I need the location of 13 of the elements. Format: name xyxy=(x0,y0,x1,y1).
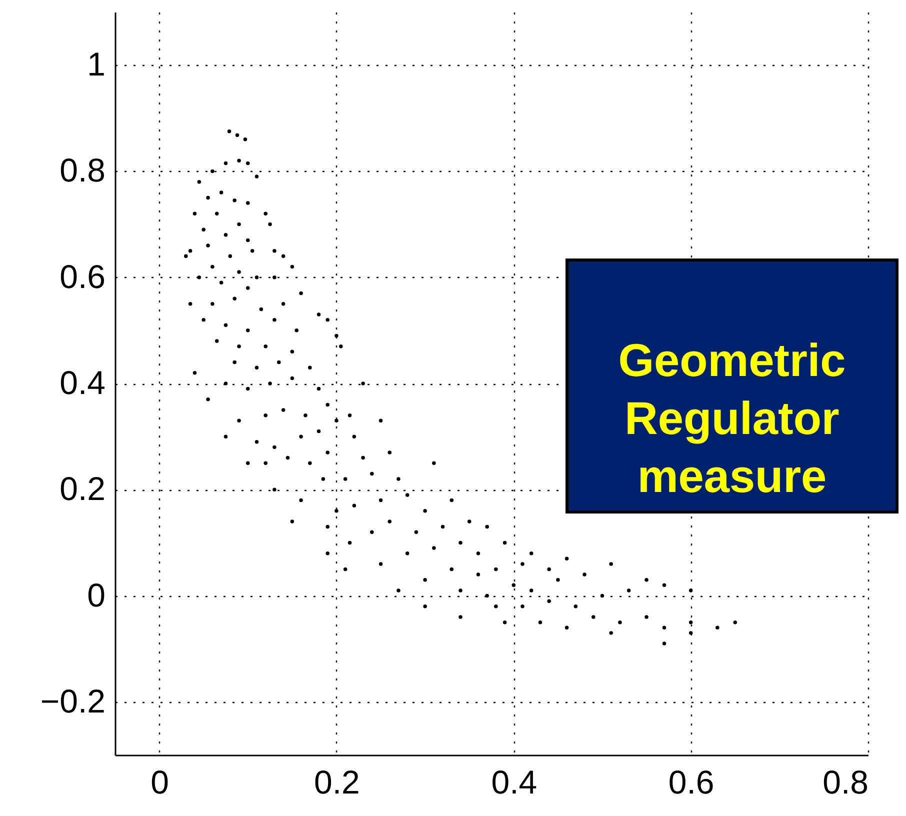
y-tick-label: 0.6 xyxy=(60,258,106,295)
x-tick-label: 0.2 xyxy=(314,764,360,800)
x-tick-label: 0.6 xyxy=(668,764,714,800)
y-tick-label: 0 xyxy=(87,576,106,614)
y-tick-label: 0.8 xyxy=(60,152,106,189)
y-tick-label: 0.4 xyxy=(60,364,106,401)
x-tick-label: 0.4 xyxy=(491,764,538,800)
y-tick-label: −0.2 xyxy=(40,682,106,720)
y-tick-label: 0.2 xyxy=(60,470,106,508)
x-tick-label: 0 xyxy=(150,764,169,800)
annotation: Geometric Regulator measure xyxy=(618,334,846,502)
x-tick-label: 0.8 xyxy=(822,764,868,800)
y-tick-label: 1 xyxy=(87,46,106,83)
